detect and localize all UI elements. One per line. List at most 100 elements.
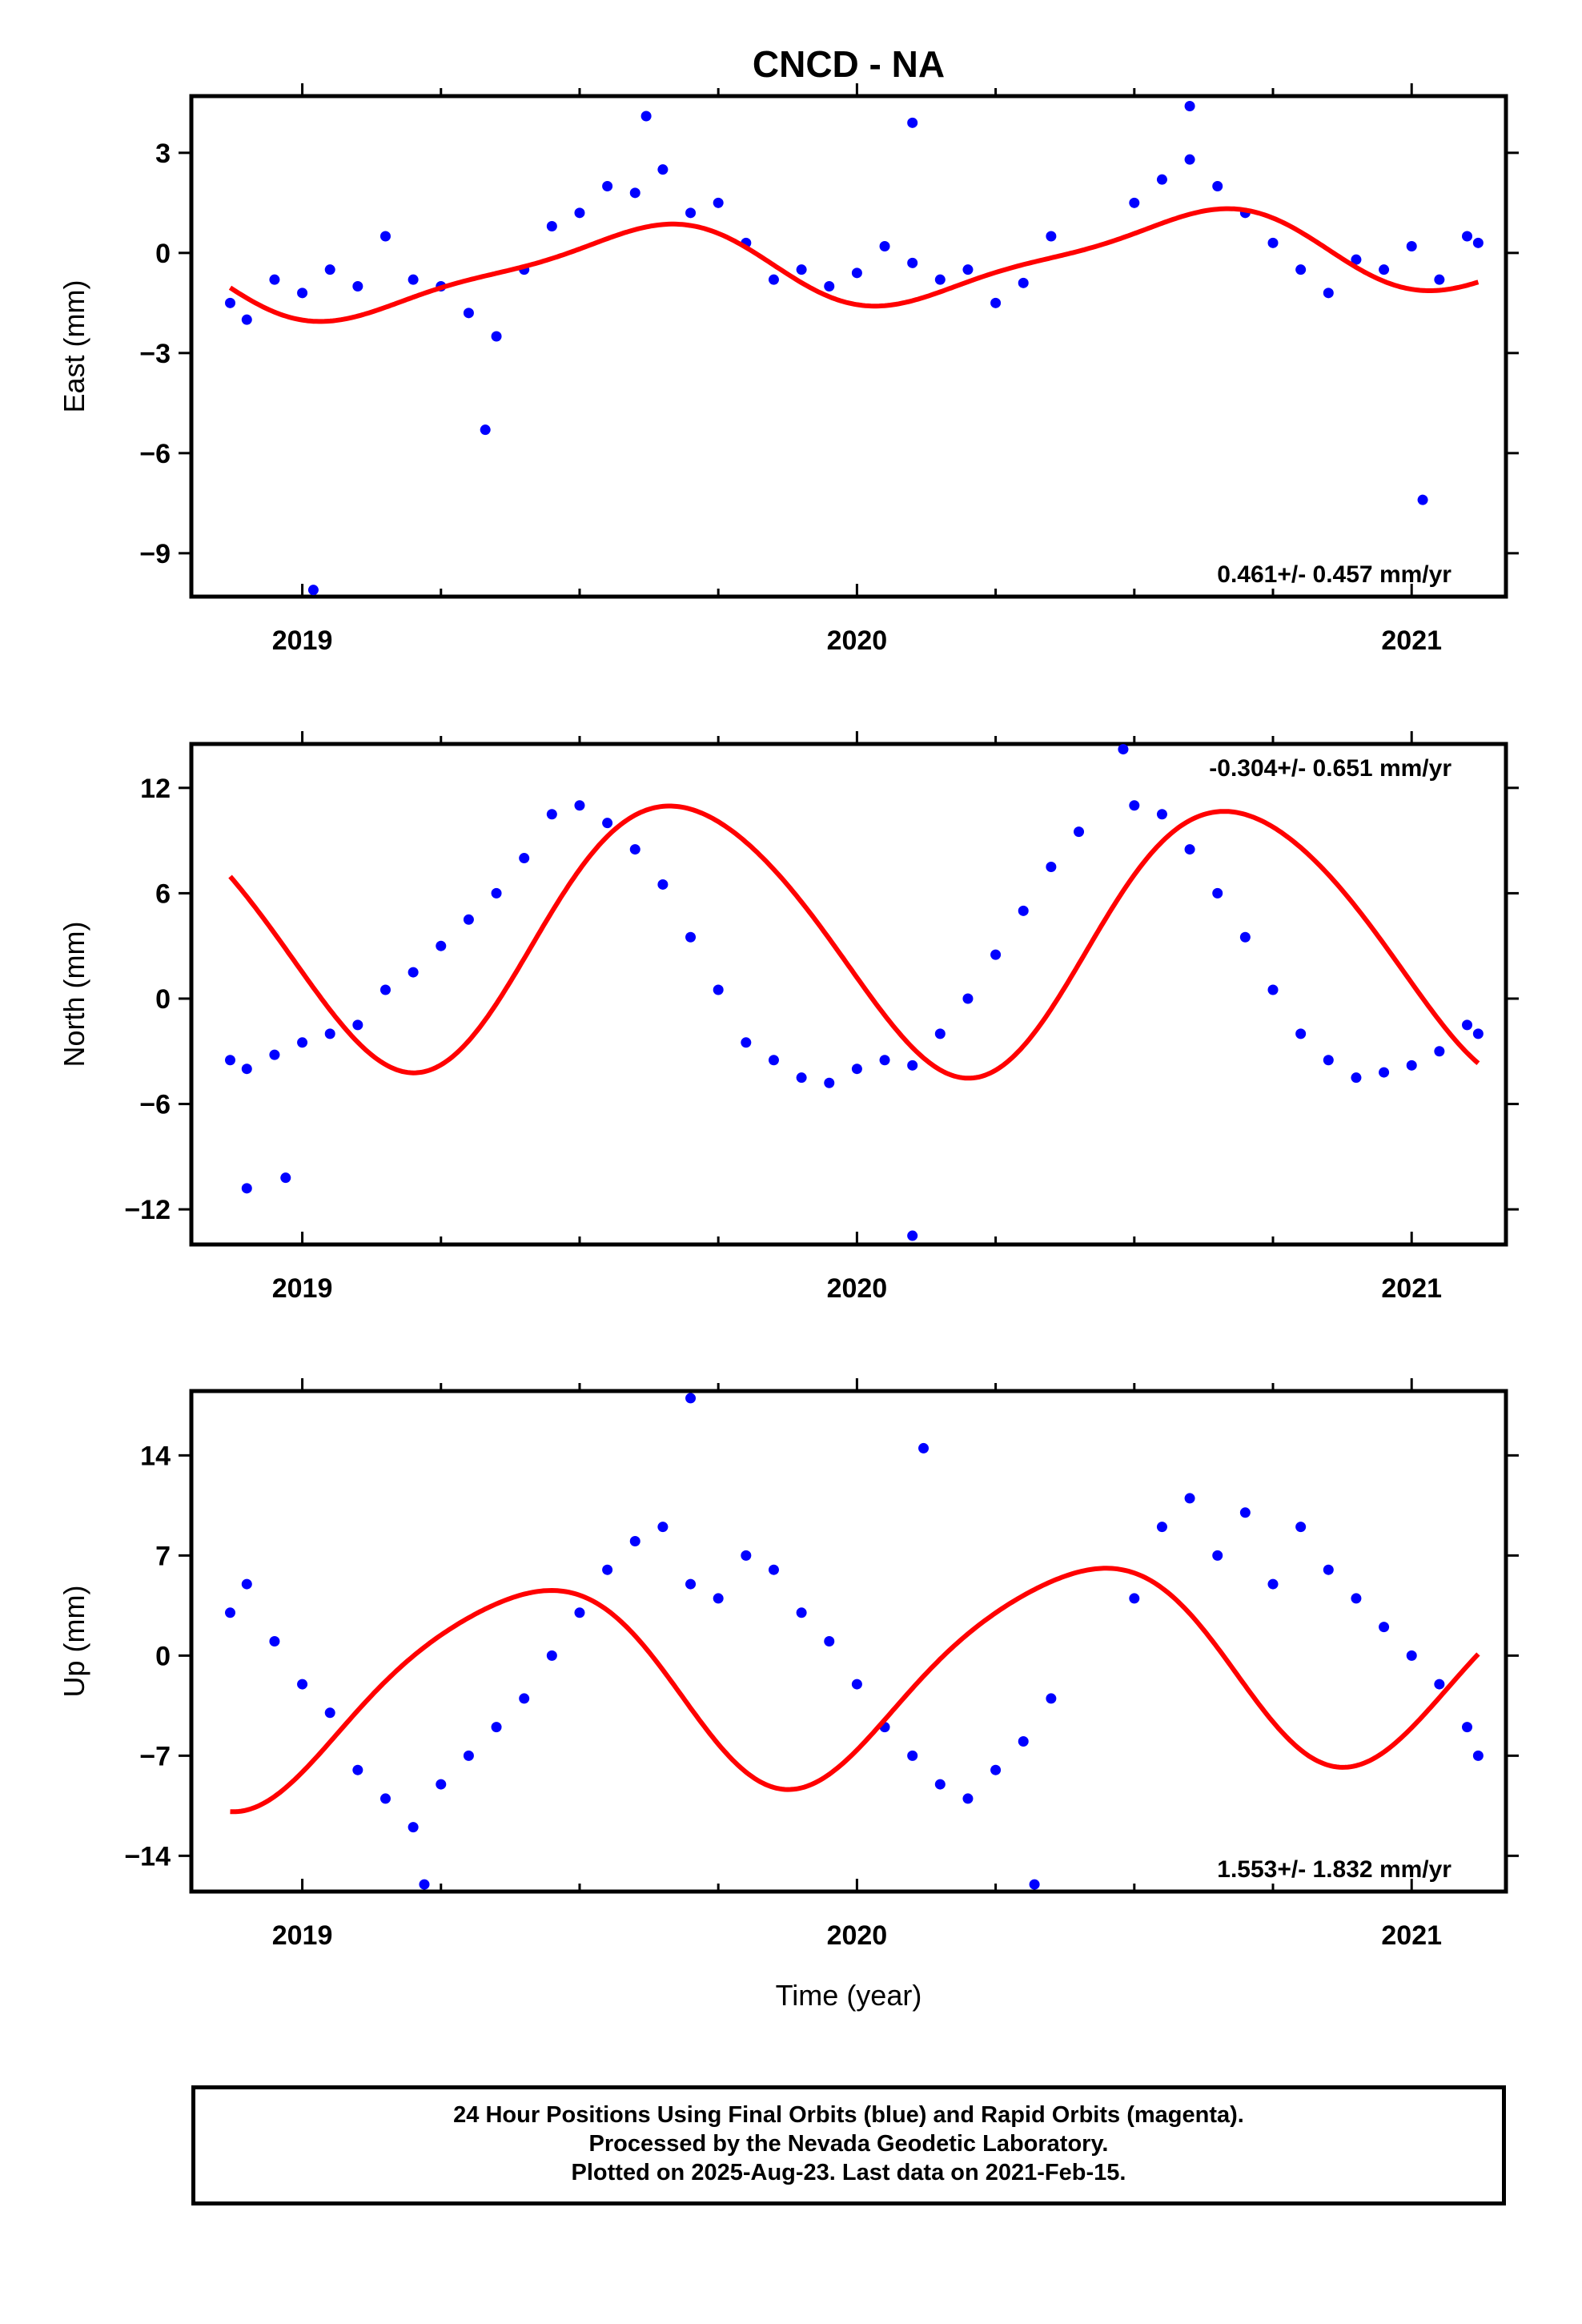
data-point xyxy=(851,1679,862,1690)
data-point xyxy=(1212,1550,1223,1561)
y-tick-label: 0 xyxy=(155,1641,171,1671)
data-point xyxy=(379,231,391,242)
data-point xyxy=(1351,1072,1362,1084)
data-point xyxy=(1351,1593,1362,1604)
data-point xyxy=(519,1693,530,1704)
data-point xyxy=(1267,984,1279,995)
rate-label: -0.304+/- 0.651 mm/yr xyxy=(1209,755,1452,782)
data-point xyxy=(1129,197,1140,208)
data-point xyxy=(768,1564,779,1575)
data-point xyxy=(1212,181,1223,191)
data-point xyxy=(1417,494,1428,505)
data-point xyxy=(685,1578,697,1590)
data-point xyxy=(824,1077,835,1088)
data-point xyxy=(907,1059,918,1071)
x-tick-label: 2020 xyxy=(827,1920,888,1951)
data-point xyxy=(1018,277,1029,288)
x-tick-label: 2021 xyxy=(1381,1273,1442,1304)
data-point xyxy=(1118,744,1129,755)
data-point xyxy=(1239,931,1251,943)
data-point xyxy=(1462,1019,1473,1031)
y-tick-label: −12 xyxy=(124,1195,171,1225)
data-point xyxy=(1074,826,1085,838)
data-point xyxy=(824,1636,835,1647)
fit-curve xyxy=(228,206,1480,324)
data-point xyxy=(1156,174,1167,185)
data-point xyxy=(1129,800,1140,811)
x-tick-label: 2019 xyxy=(272,625,333,656)
data-point xyxy=(713,984,724,995)
data-point xyxy=(1406,241,1417,251)
y-tick-label: −6 xyxy=(139,439,171,469)
data-point xyxy=(1472,237,1484,248)
data-point xyxy=(419,1879,430,1890)
data-point xyxy=(324,1707,335,1719)
data-point xyxy=(1156,809,1167,820)
data-point xyxy=(602,1564,613,1575)
data-point xyxy=(741,1550,752,1561)
y-tick-label: 6 xyxy=(155,879,171,909)
data-point xyxy=(879,241,890,251)
data-point xyxy=(1046,1693,1057,1704)
chart-title: CNCD - NA xyxy=(753,43,945,85)
data-point xyxy=(879,1055,890,1066)
data-point xyxy=(990,1764,1002,1775)
data-point xyxy=(574,800,585,811)
y-tick-label: 0 xyxy=(155,239,171,269)
data-point xyxy=(1046,231,1057,242)
x-tick-label: 2021 xyxy=(1381,625,1442,656)
data-point xyxy=(640,111,652,122)
data-point xyxy=(768,1055,779,1066)
y-tick-label: −14 xyxy=(124,1841,171,1872)
data-point xyxy=(352,1019,363,1031)
data-point xyxy=(1295,1028,1307,1039)
y-tick-label: −3 xyxy=(139,339,171,369)
data-point xyxy=(1267,1578,1279,1590)
y-tick-label: 3 xyxy=(155,139,171,169)
footer-box: 24 Hour Positions Using Final Orbits (bl… xyxy=(191,2085,1506,2205)
plot-area xyxy=(224,744,1484,1241)
data-point xyxy=(907,257,918,268)
data-point xyxy=(1406,1059,1417,1071)
chart-panels: 2019 2020 2021 3 0 −3 −6 −9 East (mm) 0.461+/- 0.… xyxy=(58,83,1519,2012)
data-point xyxy=(602,181,613,191)
y-tick-label: −6 xyxy=(139,1090,171,1120)
x-tick-label: 2020 xyxy=(827,625,888,656)
footer-line-1: 24 Hour Positions Using Final Orbits (bl… xyxy=(453,2102,1244,2128)
data-point xyxy=(907,1750,918,1761)
data-point xyxy=(1156,1522,1167,1533)
data-point xyxy=(224,1055,235,1066)
data-point xyxy=(269,1636,280,1647)
x-tick-label: 2020 xyxy=(827,1273,888,1304)
data-point xyxy=(1472,1028,1484,1039)
data-point xyxy=(962,993,974,1004)
y-tick-label: 7 xyxy=(155,1541,171,1571)
data-point xyxy=(224,297,235,308)
panel-1: 2019 2020 2021 3 0 −3 −6 −9 East (mm) 0.461+/- 0.… xyxy=(58,83,1519,656)
data-point xyxy=(602,818,613,829)
data-point xyxy=(1462,1722,1473,1733)
data-point xyxy=(408,1822,419,1833)
data-point xyxy=(657,164,669,175)
data-point xyxy=(574,1607,585,1618)
data-point xyxy=(824,281,835,292)
y-tick-label: −7 xyxy=(139,1741,171,1771)
data-point xyxy=(1323,287,1334,299)
data-point xyxy=(990,297,1002,308)
data-point xyxy=(463,1750,474,1761)
plot-area xyxy=(224,1393,1484,1890)
data-point xyxy=(1472,1750,1484,1761)
data-point xyxy=(269,1049,280,1060)
data-point xyxy=(297,1679,308,1690)
data-point xyxy=(297,1037,308,1048)
rate-label: 1.553+/- 1.832 mm/yr xyxy=(1217,1856,1452,1883)
x-axis-label: Time (year) xyxy=(776,1979,922,2012)
data-point xyxy=(224,1607,235,1618)
data-point xyxy=(408,274,419,285)
data-point xyxy=(574,207,585,219)
data-point xyxy=(934,1028,946,1039)
data-point xyxy=(1267,237,1279,248)
data-point xyxy=(1046,862,1057,873)
data-point xyxy=(436,1779,447,1790)
data-point xyxy=(1018,1736,1029,1747)
